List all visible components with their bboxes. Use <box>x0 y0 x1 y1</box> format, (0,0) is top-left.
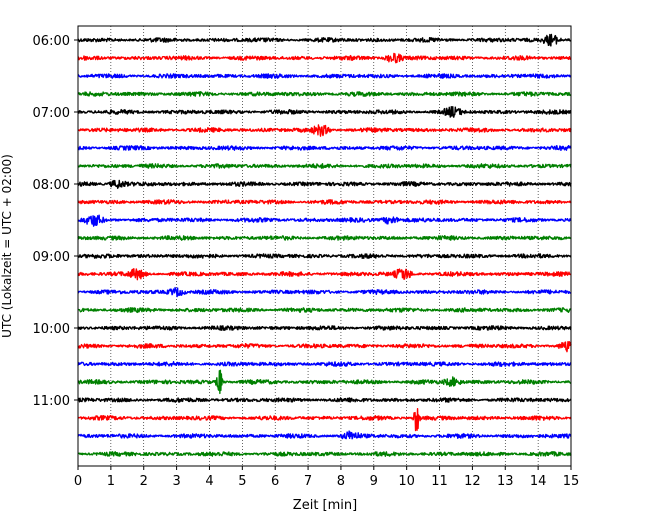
seismogram-trace <box>77 324 572 331</box>
y-tick-label: 09:00 <box>33 250 70 265</box>
seismogram-trace <box>77 73 572 79</box>
x-tick-label: 15 <box>563 474 580 489</box>
y-tick-label: 08:00 <box>33 178 70 193</box>
x-tick-label: 12 <box>464 474 481 489</box>
seismogram-trace <box>77 397 572 403</box>
plot-background <box>78 26 571 466</box>
seismogram-trace <box>77 361 572 368</box>
seismogram-trace <box>77 307 572 314</box>
seismogram-trace <box>77 341 572 353</box>
seismogram-trace <box>77 451 572 457</box>
seismogram-trace <box>77 430 572 440</box>
x-tick-label: 11 <box>431 474 448 489</box>
seismogram-trace <box>77 268 572 281</box>
seismogram-trace <box>77 52 572 64</box>
x-tick-label: 4 <box>205 474 213 489</box>
x-tick-label: 9 <box>370 474 378 489</box>
y-tick-label: 10:00 <box>33 322 70 337</box>
y-axis-ticks: 06:00 07:00 08:00 09:00 10:00 11:00 <box>33 34 78 409</box>
x-tick-label: 8 <box>337 474 345 489</box>
y-tick-label: 11:00 <box>33 394 70 409</box>
x-tick-label: 6 <box>271 474 279 489</box>
seismogram-trace <box>77 179 572 189</box>
x-tick-label: 14 <box>530 474 547 489</box>
seismogram-trace <box>77 33 572 47</box>
x-axis-title: Zeit [min] <box>293 498 357 513</box>
x-tick-label: 5 <box>238 474 246 489</box>
y-tick-label: 06:00 <box>33 34 70 49</box>
seismogram-trace <box>77 214 572 227</box>
seismogram-trace <box>77 163 572 169</box>
seismogram-trace <box>77 369 572 395</box>
seismogram-trace <box>77 91 572 97</box>
x-tick-label: 7 <box>304 474 312 489</box>
plot-frame <box>77 25 572 467</box>
trace-lines <box>77 33 572 457</box>
seismogram-trace <box>77 286 572 298</box>
x-tick-label: 10 <box>398 474 415 489</box>
seismogram-trace <box>77 199 572 205</box>
seismogram-trace <box>77 253 572 259</box>
x-tick-label: 0 <box>74 474 82 489</box>
seismogram-trace <box>77 124 572 137</box>
y-tick-label: 07:00 <box>33 106 70 121</box>
seismogram-trace <box>77 407 572 432</box>
grid-lines <box>110 26 539 466</box>
seismogram-trace <box>77 145 572 152</box>
x-tick-label: 13 <box>497 474 514 489</box>
x-tick-label: 1 <box>107 474 115 489</box>
x-tick-label: 2 <box>140 474 148 489</box>
seismogram-trace <box>77 105 572 118</box>
seismogram-trace <box>77 234 572 241</box>
x-tick-label: 3 <box>172 474 180 489</box>
x-axis-ticks: 0 1 2 3 4 5 6 7 8 9 10 11 12 13 14 15 <box>74 466 579 489</box>
y-axis-title: UTC (Lokalzeit = UTC + 02:00) <box>0 154 14 338</box>
